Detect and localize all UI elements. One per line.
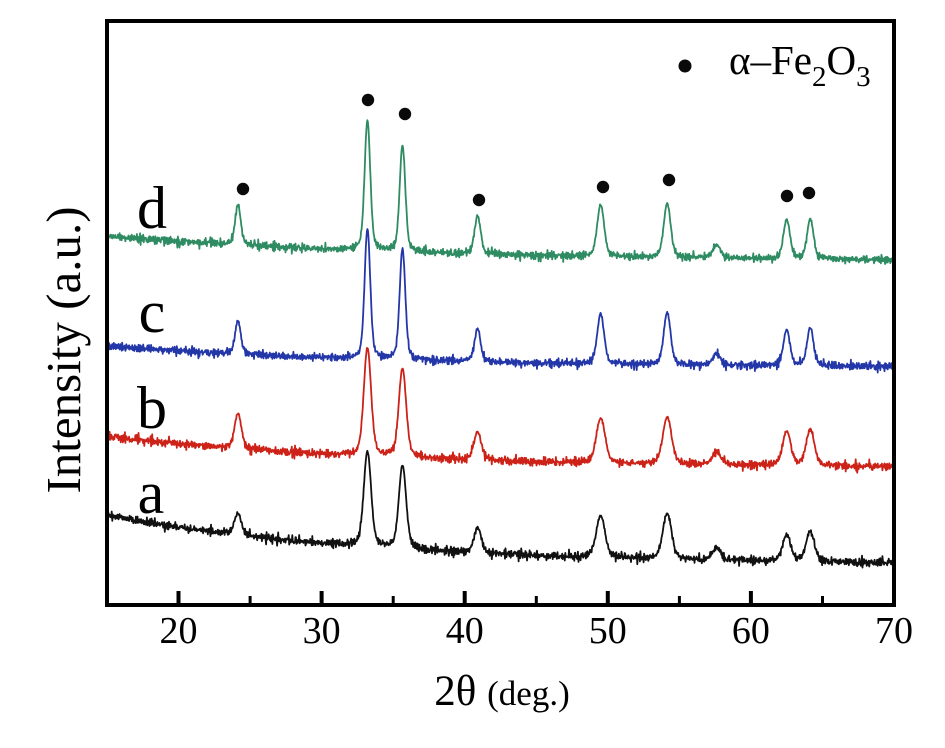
svg-text:Intensity (a.u.): Intensity (a.u.) xyxy=(36,206,91,493)
svg-text:70: 70 xyxy=(875,610,913,652)
svg-text:60: 60 xyxy=(732,610,770,652)
svg-text:c: c xyxy=(139,279,166,345)
svg-text:30: 30 xyxy=(303,610,341,652)
svg-text:d: d xyxy=(137,175,167,241)
svg-text:20: 20 xyxy=(160,610,198,652)
svg-text:a: a xyxy=(138,460,165,526)
svg-text:50: 50 xyxy=(589,610,627,652)
svg-text:40: 40 xyxy=(446,610,484,652)
svg-text:2θ (deg.): 2θ (deg.) xyxy=(434,668,569,715)
svg-text:b: b xyxy=(137,375,167,441)
